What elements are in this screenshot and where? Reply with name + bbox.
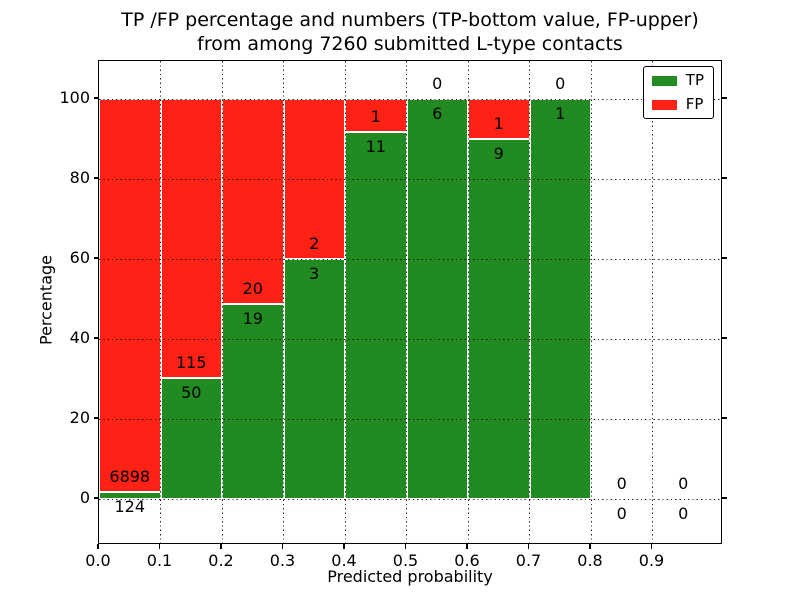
chart-title-line1: TP /FP percentage and numbers (TP-bottom… bbox=[121, 9, 699, 31]
tp-count-label: 11 bbox=[365, 137, 386, 157]
y-axis-tick-left bbox=[93, 337, 98, 339]
gridline-vertical bbox=[221, 61, 223, 543]
y-axis-tick-right bbox=[722, 97, 727, 99]
tp-count-label: 9 bbox=[493, 144, 504, 163]
gridline-vertical bbox=[344, 61, 346, 543]
bar-segment-tp bbox=[222, 304, 284, 499]
x-axis-tick bbox=[343, 544, 345, 549]
legend-item-fp: FP bbox=[651, 95, 704, 113]
y-axis-tick-left bbox=[93, 257, 98, 259]
y-tick-label: 100 bbox=[59, 88, 90, 107]
gridline-vertical bbox=[406, 61, 407, 543]
legend: TP FP bbox=[642, 66, 714, 119]
x-tick-label: 0.7 bbox=[515, 551, 542, 570]
fp-count-label: 1 bbox=[493, 114, 504, 133]
y-axis-tick-right bbox=[722, 257, 727, 259]
y-tick-label: 40 bbox=[69, 328, 90, 347]
fp-count-label: 0 bbox=[678, 474, 689, 493]
gridline-horizontal bbox=[99, 339, 721, 340]
legend-tp-swatch-icon bbox=[651, 75, 677, 86]
legend-item-tp: TP bbox=[651, 71, 704, 89]
gridline-vertical bbox=[160, 61, 161, 543]
bar-segment-tp bbox=[283, 259, 345, 499]
x-axis-tick bbox=[220, 544, 222, 549]
gridline-vertical bbox=[590, 61, 592, 543]
y-axis-tick-left bbox=[93, 177, 98, 179]
x-tick-label: 0.0 bbox=[85, 551, 111, 570]
y-axis-tick-right bbox=[722, 177, 727, 179]
gridline-horizontal bbox=[99, 499, 721, 500]
x-axis-tick bbox=[97, 544, 99, 549]
x-tick-label: 0.2 bbox=[208, 551, 234, 570]
gridline-horizontal bbox=[99, 259, 721, 260]
x-axis-label: Predicted probability bbox=[327, 567, 493, 586]
tp-count-label: 0 bbox=[678, 504, 689, 523]
gridline-vertical bbox=[283, 61, 284, 543]
fp-count-label: 1 bbox=[370, 107, 381, 127]
x-tick-label: 0.4 bbox=[331, 551, 357, 570]
y-axis-tick-left bbox=[93, 497, 98, 499]
y-tick-label: 0 bbox=[79, 488, 90, 507]
y-axis-tick-left bbox=[93, 97, 98, 99]
x-tick-label: 0.8 bbox=[577, 551, 603, 570]
x-tick-label: 0.9 bbox=[638, 551, 665, 570]
y-axis-tick-right bbox=[722, 497, 727, 499]
tp-count-label: 0 bbox=[616, 504, 627, 523]
tp-count-label: 50 bbox=[181, 382, 202, 402]
y-tick-label: 60 bbox=[69, 248, 90, 267]
fp-count-label: 115 bbox=[175, 352, 207, 372]
fp-count-label: 0 bbox=[555, 74, 566, 93]
plot-area: TP FP 6898 124 115 50 20 19 2 3 1 11 0 6 1 9 0 1 0 0 0 0 bbox=[98, 60, 722, 544]
fp-count-label: 0 bbox=[616, 474, 627, 493]
gridline-horizontal bbox=[99, 419, 721, 420]
legend-label-fp: FP bbox=[685, 95, 704, 113]
tp-count-label: 6 bbox=[432, 104, 443, 123]
x-tick-label: 0.3 bbox=[269, 551, 296, 570]
bar-segment-fp bbox=[99, 99, 161, 492]
x-axis-tick bbox=[158, 544, 161, 549]
y-tick-label: 20 bbox=[69, 408, 90, 427]
x-axis-tick bbox=[404, 544, 407, 549]
gridline-vertical bbox=[467, 61, 469, 543]
x-axis-tick bbox=[466, 544, 468, 549]
fp-count-label: 0 bbox=[432, 74, 443, 93]
x-axis-tick bbox=[589, 544, 591, 549]
gridline-horizontal bbox=[99, 179, 721, 180]
bar-segment-tp bbox=[468, 139, 530, 499]
y-axis-tick-right bbox=[722, 417, 727, 419]
gridline-vertical bbox=[529, 61, 530, 543]
fp-count-label: 20 bbox=[242, 279, 263, 299]
y-axis-tick-right bbox=[722, 337, 727, 339]
bar-segment-tp bbox=[345, 132, 407, 499]
x-axis-tick bbox=[281, 544, 284, 549]
bar-segment-tp bbox=[529, 99, 591, 499]
bar-segment-fp bbox=[160, 99, 222, 378]
tp-count-label: 3 bbox=[309, 264, 320, 283]
x-tick-label: 0.5 bbox=[392, 551, 419, 570]
x-tick-label: 0.6 bbox=[454, 551, 480, 570]
y-tick-label: 80 bbox=[69, 168, 90, 187]
gridline-vertical bbox=[652, 61, 653, 543]
bar-segment-fp bbox=[222, 99, 284, 305]
fp-count-label: 2 bbox=[309, 234, 320, 253]
chart-title-line2: from among 7260 submitted L-type contact… bbox=[197, 33, 623, 56]
tp-count-label: 19 bbox=[242, 309, 263, 329]
tp-count-label: 124 bbox=[114, 496, 146, 516]
x-tick-label: 0.1 bbox=[146, 551, 173, 570]
gridline-horizontal bbox=[99, 99, 721, 100]
tp-count-label: 1 bbox=[555, 104, 566, 123]
bar-segment-tp bbox=[406, 99, 468, 499]
fp-count-label: 6898 bbox=[109, 466, 151, 486]
x-axis-tick bbox=[527, 544, 530, 549]
chart-title: TP /FP percentage and numbers (TP-bottom… bbox=[98, 8, 722, 57]
y-axis-tick-left bbox=[93, 417, 98, 419]
legend-label-tp: TP bbox=[685, 71, 704, 89]
x-axis-tick bbox=[650, 544, 653, 549]
legend-fp-swatch-icon bbox=[651, 99, 677, 110]
